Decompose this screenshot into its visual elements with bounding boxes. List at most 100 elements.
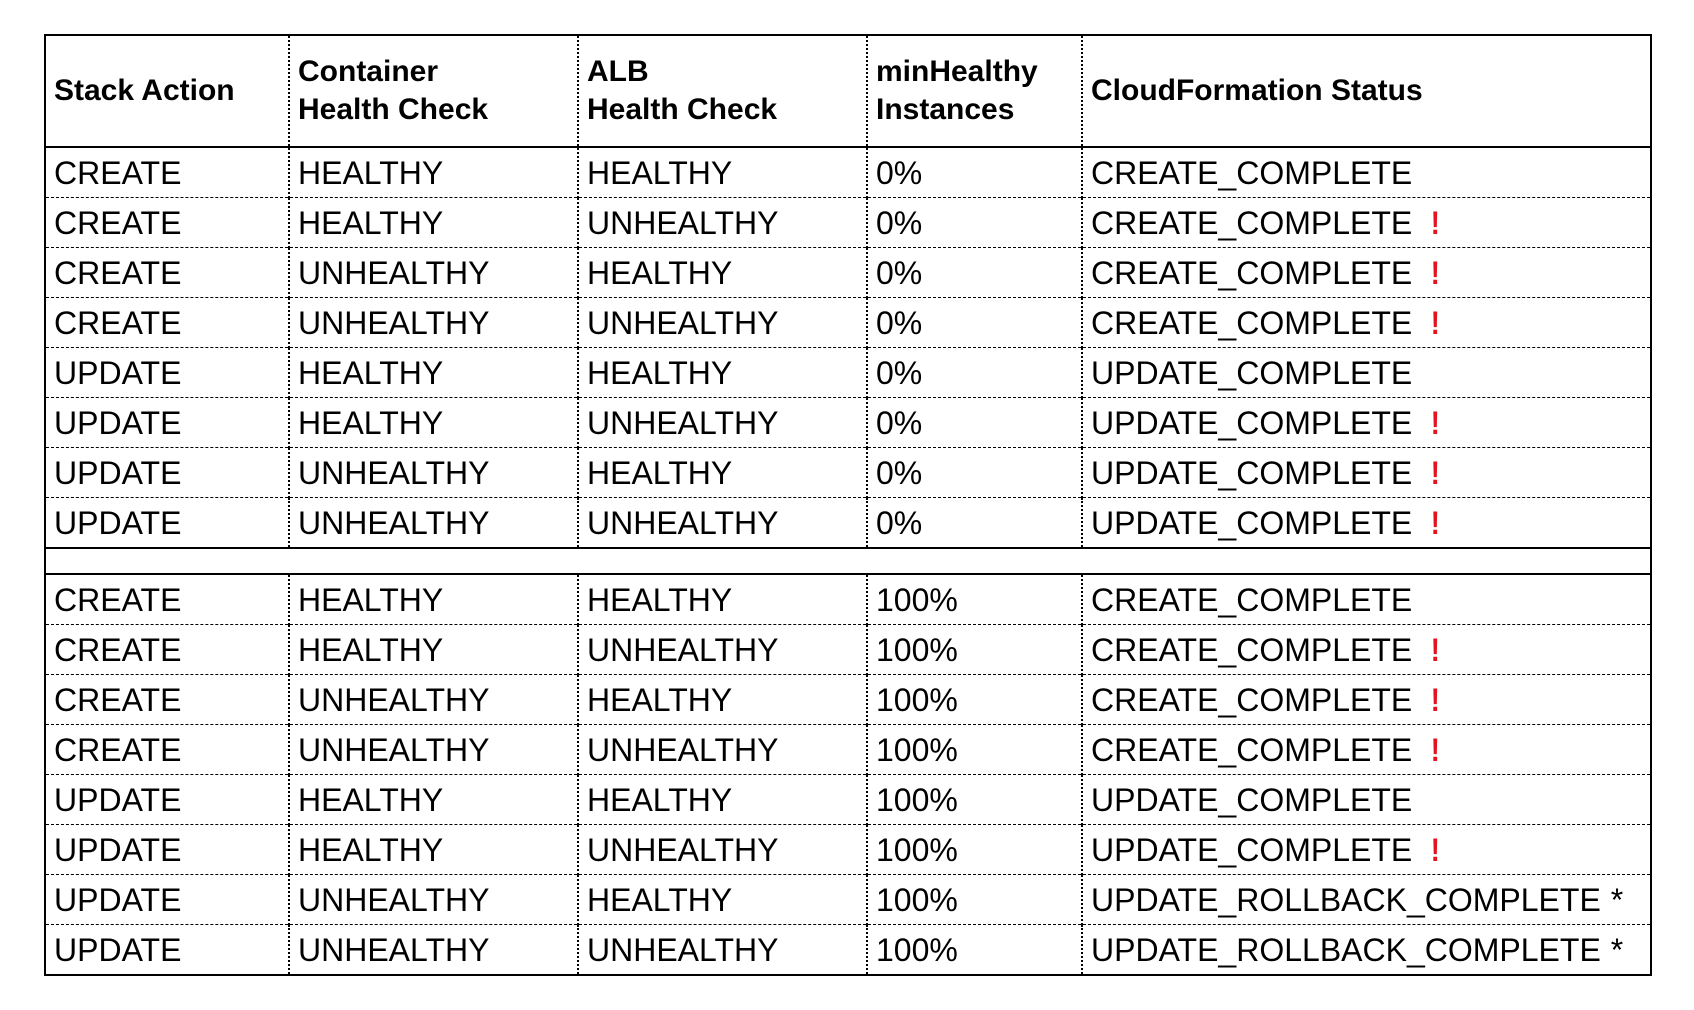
cell-alb-health-text: HEALTHY [587,581,733,618]
table-row: CREATE UNHEALTHY UNHEALTHY 0% CREATE_COMPLET… [45,297,1651,348]
cell-cloudformation-status: CREATE_COMPLETE! [1081,624,1651,675]
header-container-line-1: Container [298,55,439,88]
cell-min-healthy-text: 0% [876,204,923,241]
cell-alb-health-text: HEALTHY [587,154,733,191]
header-cloudformation-status: CloudFormation Status [1081,35,1651,148]
cell-min-healthy: 100% [866,624,1082,675]
cell-min-healthy: 0% [866,447,1082,498]
cell-stack-action-text: CREATE [54,631,182,668]
cell-container-health: UNHEALTHY [288,674,578,725]
table-row: UPDATE HEALTHY HEALTHY 0% UPDATE_COMPLETE [45,347,1651,398]
cell-cloudformation-status: CREATE_COMPLETE! [1081,247,1651,298]
warning-exclamation-icon: ! [1431,631,1441,668]
cell-alb-health: HEALTHY [577,874,867,925]
cell-alb-health: HEALTHY [577,347,867,398]
cell-container-health-text: HEALTHY [298,631,444,668]
cell-cloudformation-status: UPDATE_COMPLETE! [1081,397,1651,448]
cell-stack-action-text: CREATE [54,681,182,718]
cell-container-health: HEALTHY [288,197,578,248]
table-row: UPDATE HEALTHY HEALTHY 100% UPDATE_COMPLETE [45,774,1651,825]
cell-alb-health: UNHEALTHY [577,497,867,548]
header-alb-health-check: ALB Health Check [577,35,867,148]
cell-stack-action: UPDATE [45,874,289,925]
cell-cloudformation-status: UPDATE_COMPLETE! [1081,447,1651,498]
table-row: UPDATE UNHEALTHY UNHEALTHY 0% UPDATE_COMPLET… [45,497,1651,548]
cell-alb-health-text: UNHEALTHY [587,831,779,868]
cell-stack-action-text: CREATE [54,254,182,291]
header-min-line-2: Instances [876,93,1015,126]
cell-stack-action: UPDATE [45,397,289,448]
cell-container-health: UNHEALTHY [288,447,578,498]
cell-stack-action-text: UPDATE [54,831,182,868]
cell-stack-action: CREATE [45,624,289,675]
cell-alb-health: HEALTHY [577,147,867,198]
warning-exclamation-icon: ! [1431,681,1441,718]
cell-cloudformation-status-text: CREATE_COMPLETE [1091,154,1413,191]
cell-stack-action: UPDATE [45,347,289,398]
cell-alb-health-text: HEALTHY [587,681,733,718]
health-check-results-table: Stack Action Container Health Check ALB He… [44,34,1652,976]
cell-alb-health-text: UNHEALTHY [587,204,779,241]
cell-container-health: UNHEALTHY [288,297,578,348]
cell-min-healthy-text: 100% [876,731,958,768]
cell-container-health: HEALTHY [288,147,578,198]
table-row: CREATE UNHEALTHY HEALTHY 0% CREATE_COMPLETE! [45,247,1651,298]
cell-stack-action: UPDATE [45,924,289,975]
cell-container-health-text: HEALTHY [298,354,444,391]
cell-cloudformation-status-text: UPDATE_COMPLETE [1091,504,1413,541]
cell-stack-action-text: UPDATE [54,454,182,491]
warning-exclamation-icon: ! [1431,454,1441,491]
cell-min-healthy: 100% [866,924,1082,975]
cell-stack-action: CREATE [45,247,289,298]
cell-alb-health: HEALTHY [577,247,867,298]
header-container-health-check: Container Health Check [288,35,578,148]
cell-stack-action: CREATE [45,674,289,725]
cell-stack-action: UPDATE [45,824,289,875]
cell-container-health-text: UNHEALTHY [298,254,490,291]
cell-container-health-text: UNHEALTHY [298,504,490,541]
warning-exclamation-icon: ! [1431,731,1441,768]
header-alb-line-2: Health Check [587,93,778,126]
cell-min-healthy: 100% [866,774,1082,825]
cell-min-healthy: 0% [866,147,1082,198]
table-row: UPDATE UNHEALTHY HEALTHY 100% UPDATE_ROLLBAC… [45,874,1651,925]
cell-cloudformation-status-text: UPDATE_COMPLETE [1091,404,1413,441]
cell-alb-health: HEALTHY [577,674,867,725]
cell-stack-action-text: UPDATE [54,404,182,441]
header-container-line-2: Health Check [298,93,489,126]
cell-stack-action-text: UPDATE [54,504,182,541]
cell-min-healthy-text: 100% [876,781,958,818]
header-min-healthy-instances: minHealthy Instances [866,35,1082,148]
table-header: Stack Action Container Health Check ALB He… [45,35,1651,148]
table-row: CREATE HEALTHY UNHEALTHY 100% CREATE_COMPLET… [45,624,1651,675]
asterisk-note-marker: * [1610,931,1624,968]
cell-alb-health-text: HEALTHY [587,254,733,291]
cell-container-health-text: UNHEALTHY [298,454,490,491]
cell-container-health: HEALTHY [288,774,578,825]
cell-cloudformation-status-text: CREATE_COMPLETE [1091,681,1413,718]
table-row: CREATE HEALTHY UNHEALTHY 0% CREATE_COMPLETE! [45,197,1651,248]
table-row: UPDATE UNHEALTHY UNHEALTHY 100% UPDATE_ROLLB… [45,924,1651,975]
cell-cloudformation-status: UPDATE_ROLLBACK_COMPLETE * [1081,874,1651,925]
cell-min-healthy: 0% [866,297,1082,348]
cell-min-healthy-text: 100% [876,931,958,968]
cell-alb-health: HEALTHY [577,574,867,625]
cell-cloudformation-status-text: CREATE_COMPLETE [1091,631,1413,668]
cell-stack-action: CREATE [45,197,289,248]
cell-stack-action: UPDATE [45,497,289,548]
cell-min-healthy-text: 100% [876,831,958,868]
cell-cloudformation-status-text: UPDATE_COMPLETE [1091,354,1413,391]
cell-min-healthy-text: 0% [876,254,923,291]
cell-cloudformation-status-text: CREATE_COMPLETE [1091,304,1413,341]
table-row: CREATE HEALTHY HEALTHY 0% CREATE_COMPLETE [45,147,1651,198]
cell-alb-health-text: UNHEALTHY [587,304,779,341]
warning-exclamation-icon: ! [1431,404,1441,441]
cell-alb-health-text: UNHEALTHY [587,404,779,441]
cell-container-health-text: UNHEALTHY [298,931,490,968]
table-row: CREATE HEALTHY HEALTHY 100% CREATE_COMPLETE [45,574,1651,625]
cell-stack-action: CREATE [45,297,289,348]
cell-min-healthy-text: 0% [876,504,923,541]
cell-container-health: UNHEALTHY [288,874,578,925]
cell-min-healthy: 100% [866,874,1082,925]
cell-alb-health: UNHEALTHY [577,197,867,248]
